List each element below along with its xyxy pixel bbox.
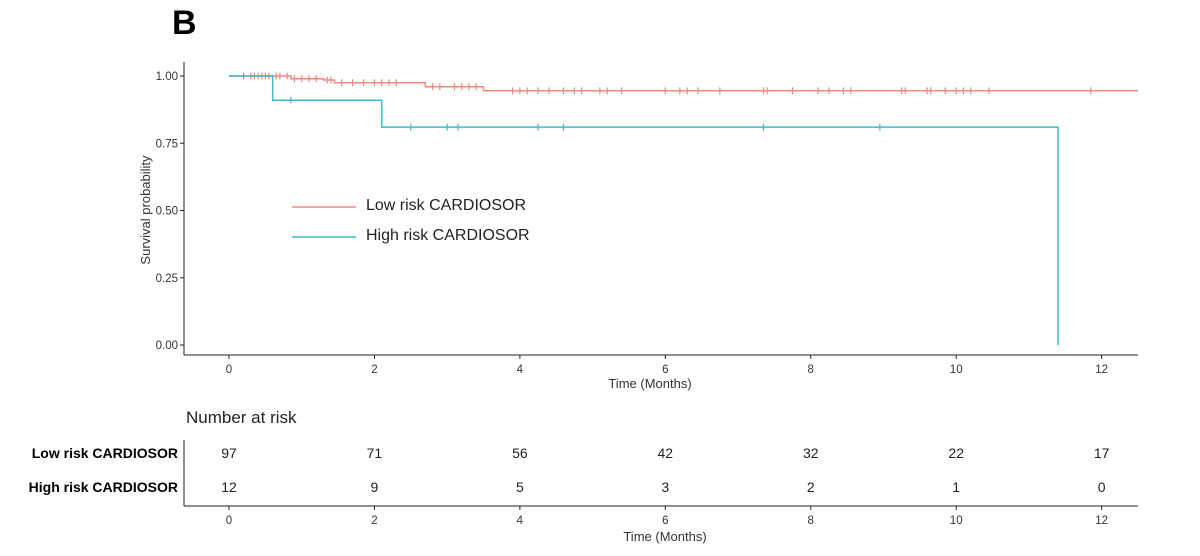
risk-cell: 3 [661, 479, 669, 495]
risk-cell: 22 [948, 445, 964, 461]
risk-cell: 97 [221, 445, 237, 461]
y-axis-title: Survival probability [138, 155, 153, 265]
x-tick-label: 4 [517, 364, 524, 376]
risk-table: Number at risk Low risk CARDIOSOR High r… [29, 408, 1138, 544]
risk-cell: 9 [371, 479, 379, 495]
legend: Low risk CARDIOSOR High risk CARDIOSOR [292, 197, 530, 244]
km-curve-low [229, 75, 1138, 92]
km-plot: 0.00 0.25 0.50 0.75 1.00 0 2 4 6 8 10 12 Time (Mon… [138, 62, 1138, 391]
risk-row-label-low: Low risk CARDIOSOR [32, 445, 178, 461]
x-ticks: 0 2 4 6 8 10 12 [226, 355, 1108, 376]
risk-x-tick-label: 0 [226, 515, 232, 527]
risk-cell: 1 [952, 479, 960, 495]
risk-x-tick-label: 10 [950, 515, 963, 527]
risk-x-ticks: 0 2 4 6 8 10 12 [226, 506, 1108, 527]
risk-cell: 17 [1094, 445, 1110, 461]
risk-cell: 2 [807, 479, 815, 495]
x-tick-label: 10 [950, 364, 963, 376]
risk-cell: 12 [221, 479, 237, 495]
risk-cell: 32 [803, 445, 819, 461]
y-tick-label: 0.25 [156, 273, 178, 285]
km-curves [229, 72, 1138, 345]
risk-table-title: Number at risk [186, 408, 297, 427]
risk-row-label-high: High risk CARDIOSOR [29, 479, 178, 495]
y-tick-label: 0.00 [156, 340, 178, 352]
risk-x-axis-title: Time (Months) [623, 529, 706, 544]
risk-x-tick-label: 6 [662, 515, 668, 527]
legend-label-low: Low risk CARDIOSOR [366, 197, 526, 214]
x-tick-label: 12 [1095, 364, 1108, 376]
y-tick-label: 0.50 [156, 206, 178, 218]
x-axis-title: Time (Months) [608, 376, 691, 391]
risk-x-tick-label: 4 [517, 515, 524, 527]
risk-x-tick-label: 12 [1095, 515, 1108, 527]
x-tick-label: 0 [226, 364, 232, 376]
risk-cell: 0 [1098, 479, 1106, 495]
risk-cell: 71 [367, 445, 383, 461]
risk-cell: 56 [512, 445, 528, 461]
panel-label: B [172, 4, 197, 42]
legend-label-high: High risk CARDIOSOR [366, 227, 530, 244]
risk-x-tick-label: 8 [808, 515, 814, 527]
x-tick-label: 2 [371, 364, 377, 376]
risk-cell: 42 [658, 445, 674, 461]
y-ticks: 0.00 0.25 0.50 0.75 1.00 [156, 71, 184, 352]
x-tick-label: 8 [808, 364, 814, 376]
x-tick-label: 6 [662, 364, 668, 376]
risk-x-tick-label: 2 [371, 515, 377, 527]
km-curve-high [229, 75, 1059, 345]
y-tick-label: 0.75 [156, 138, 178, 150]
risk-cell: 5 [516, 479, 524, 495]
y-tick-label: 1.00 [156, 71, 178, 83]
